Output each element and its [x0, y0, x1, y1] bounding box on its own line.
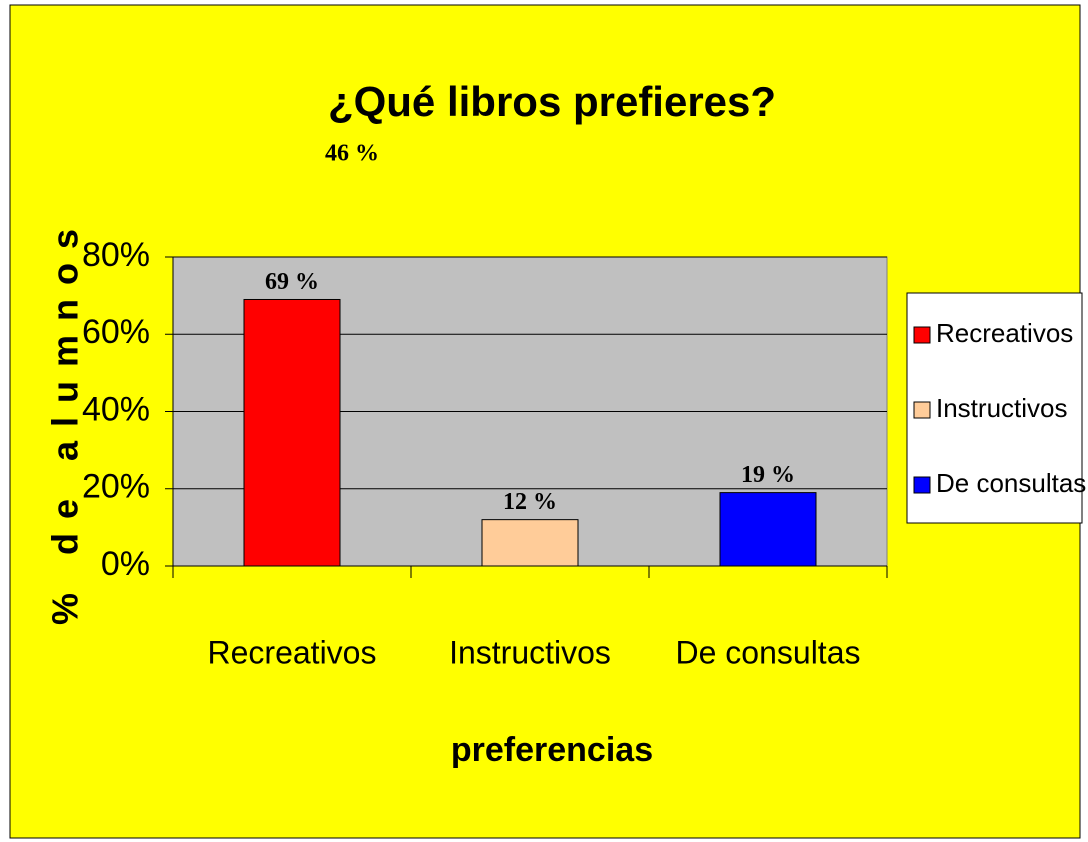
legend-label: De consultas	[936, 468, 1086, 498]
x-tick-label: Recreativos	[208, 634, 377, 670]
data-label: 19 %	[741, 462, 795, 488]
legend-swatch	[913, 401, 931, 419]
y-tick-label: 20%	[82, 468, 150, 506]
legend-label: Recreativos	[936, 318, 1073, 348]
y-tick-label: 80%	[82, 236, 150, 274]
y-axis-label: % de alumnos	[45, 215, 86, 625]
annotation: 46 %	[325, 141, 379, 167]
bar	[719, 492, 817, 567]
data-label: 69 %	[265, 269, 319, 295]
bar	[243, 298, 341, 567]
bar	[481, 519, 579, 567]
legend-label: Instructivos	[936, 393, 1068, 423]
data-label: 12 %	[503, 489, 557, 515]
x-tick-label: Instructivos	[449, 634, 611, 670]
y-tick-label: 60%	[82, 313, 150, 351]
legend-swatch	[913, 476, 931, 494]
legend-swatch	[913, 326, 931, 344]
y-tick-label: 40%	[82, 390, 150, 428]
chart-title: ¿Qué libros prefieres?	[328, 78, 776, 125]
legend	[906, 292, 1083, 524]
y-tick-label: 0%	[101, 545, 150, 583]
x-tick-label: De consultas	[676, 634, 861, 670]
x-axis-label: preferencias	[451, 731, 653, 769]
